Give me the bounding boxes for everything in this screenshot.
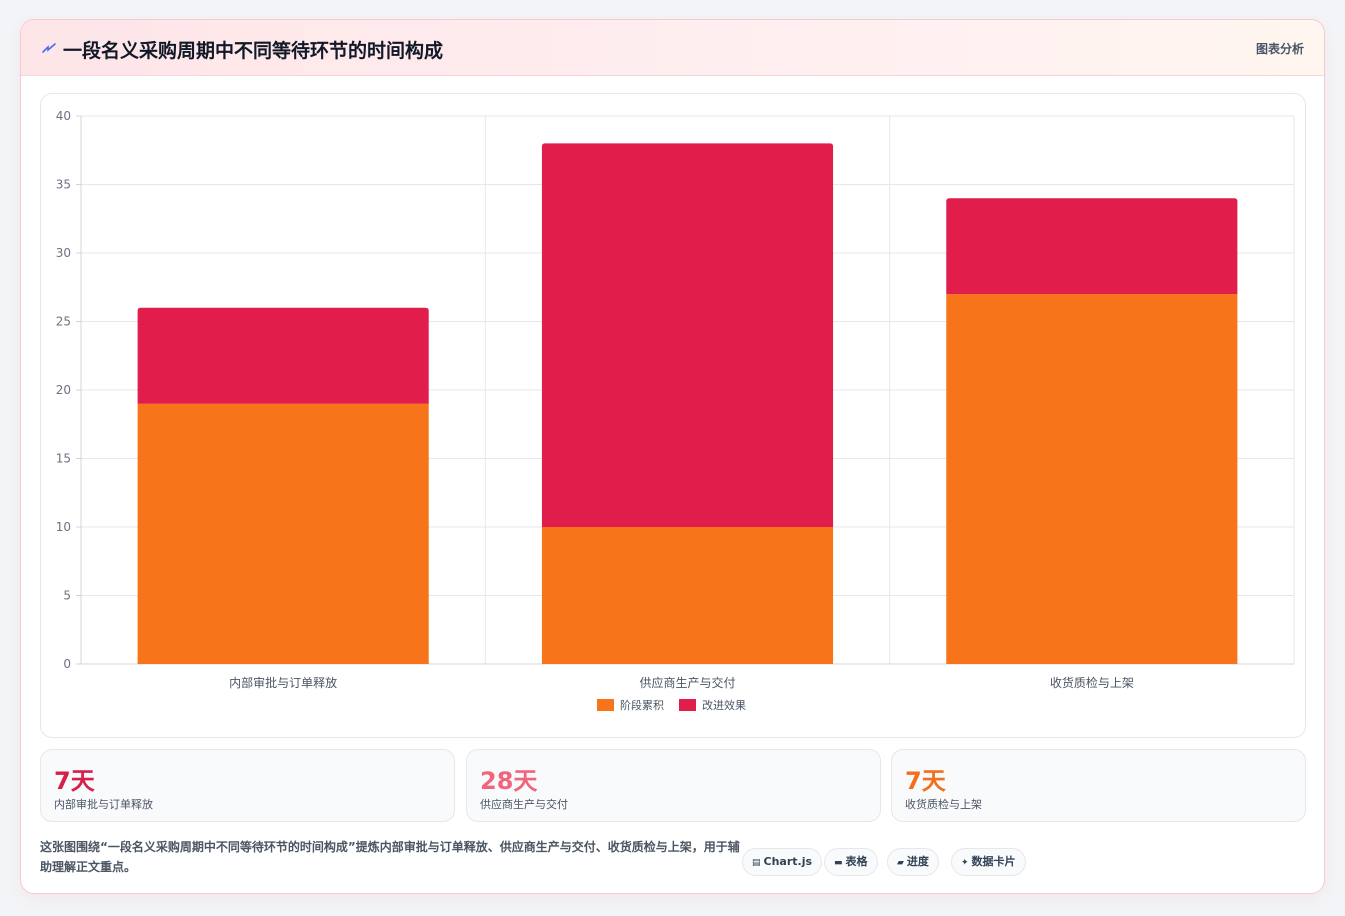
stat-card: 7天 内部审批与订单释放 xyxy=(40,749,455,822)
card-header: 一段名义采购周期中不同等待环节的时间构成 图表分析 xyxy=(21,20,1324,76)
chip-label: 进度 xyxy=(906,855,929,868)
y-tick-label: 10 xyxy=(56,520,71,534)
stat-value: 7天 xyxy=(905,767,946,795)
y-tick-label: 40 xyxy=(56,109,71,123)
data-card-chip[interactable]: ✦ 数据卡片 xyxy=(951,848,1026,876)
sparkle-icon: ✦ xyxy=(961,858,969,868)
stat-card: 7天 收货质检与上架 xyxy=(891,749,1306,822)
x-tick-label: 内部审批与订单释放 xyxy=(229,675,337,690)
chart-icon: ▤ xyxy=(752,858,761,868)
bar-segment-improvement xyxy=(946,198,1238,295)
y-tick-label: 30 xyxy=(56,246,71,260)
y-tick-label: 25 xyxy=(56,315,71,329)
stat-label: 供应商生产与交付 xyxy=(480,798,568,811)
x-tick-label: 收货质检与上架 xyxy=(1050,675,1134,690)
bar-segment-improvement xyxy=(137,307,429,404)
bar-segment-improvement xyxy=(541,143,834,527)
stat-label: 收货质检与上架 xyxy=(905,798,982,811)
y-tick-label: 15 xyxy=(56,452,71,466)
y-tick-label: 20 xyxy=(56,383,71,397)
legend-swatch xyxy=(597,699,614,711)
chip-label: Chart.js xyxy=(763,855,813,868)
chartjs-chip[interactable]: ▤ Chart.js xyxy=(742,848,823,876)
progress-icon: ▰ xyxy=(897,858,904,868)
bar-segment-stage-accumulated xyxy=(541,527,834,664)
stat-cards: 7天 内部审批与订单释放 28天 供应商生产与交付 7天 收货质检与上架 xyxy=(40,749,1306,822)
y-tick-label: 35 xyxy=(56,178,71,192)
lightning-icon xyxy=(42,43,56,53)
table-icon: ▬ xyxy=(834,858,843,868)
page-title: 一段名义采购周期中不同等待环节的时间构成 xyxy=(63,40,444,62)
stacked-bar-chart: 0 5 10 15 20 25 30 35 40 内部审批与订单释放 供应商生产与交付 收货质检与上架… xyxy=(56,109,1295,712)
chart-analysis-tag: 图表分析 xyxy=(1255,42,1304,56)
legend-swatch xyxy=(679,699,696,711)
progress-chip[interactable]: ▰ 进度 xyxy=(887,848,939,876)
x-tick-label: 供应商生产与交付 xyxy=(639,675,735,690)
stat-value: 7天 xyxy=(54,767,95,795)
stat-card: 28天 供应商生产与交付 xyxy=(466,749,881,822)
bar-segment-stage-accumulated xyxy=(137,403,429,664)
y-tick-label: 5 xyxy=(63,589,71,603)
chart-description: 这张图围绕“一段名义采购周期中不同等待环节的时间构成”提炼内部审批与订单释放、供… xyxy=(40,840,740,874)
stat-value: 28天 xyxy=(480,767,538,795)
y-tick-label: 0 xyxy=(63,657,71,671)
legend-label: 改进效果 xyxy=(702,698,746,712)
chart-card: 一段名义采购周期中不同等待环节的时间构成 图表分析 0 5 10 15 20 25 30 35… xyxy=(20,19,1325,894)
table-chip[interactable]: ▬ 表格 xyxy=(824,848,878,876)
chip-label: 数据卡片 xyxy=(971,855,1016,868)
stat-label: 内部审批与订单释放 xyxy=(54,798,153,811)
chip-label: 表格 xyxy=(845,855,868,868)
legend-label: 阶段累积 xyxy=(620,698,664,712)
chart-panel: 0 5 10 15 20 25 30 35 40 内部审批与订单释放 供应商生产与交付 收货质检与上架… xyxy=(40,93,1306,738)
bar-segment-stage-accumulated xyxy=(946,294,1238,664)
